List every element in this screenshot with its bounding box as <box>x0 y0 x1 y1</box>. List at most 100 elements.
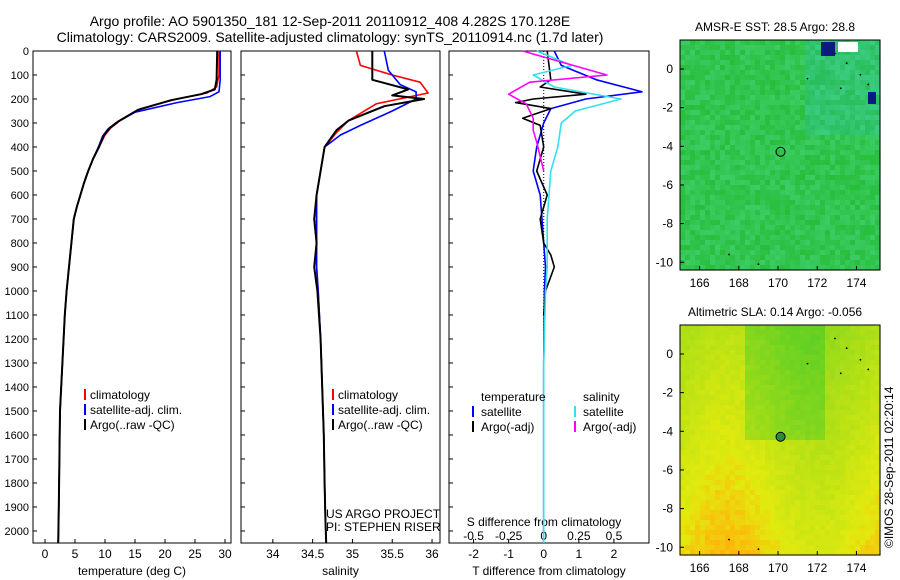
map-cell <box>695 240 701 246</box>
map-x-tick-label: 170 <box>768 276 788 290</box>
map-cell <box>715 235 721 241</box>
map-cell <box>690 525 696 531</box>
map-cell <box>850 540 856 546</box>
map-cell <box>730 105 736 111</box>
map-cell <box>690 385 696 391</box>
map-cell <box>800 390 806 396</box>
map-cell <box>685 135 691 141</box>
map-cell <box>855 445 861 451</box>
map-cell <box>800 525 806 531</box>
map-cell <box>805 55 811 61</box>
map-cell <box>780 460 786 466</box>
map-cell <box>785 150 791 156</box>
map-cell <box>850 410 856 416</box>
map-cell <box>870 235 876 241</box>
map-cell <box>855 55 861 61</box>
map-cell <box>795 475 801 481</box>
map-cell <box>785 460 791 466</box>
map-cell <box>795 240 801 246</box>
map-cell <box>775 545 781 551</box>
map-cell <box>770 365 776 371</box>
map-cell <box>850 365 856 371</box>
map-cell <box>815 175 821 181</box>
map-cell <box>810 505 816 511</box>
map-cell <box>810 400 816 406</box>
map-cell <box>720 190 726 196</box>
map-cell <box>855 470 861 476</box>
map-cell <box>835 380 841 386</box>
map-cell <box>850 475 856 481</box>
map-cell <box>695 85 701 91</box>
map-cell <box>780 530 786 536</box>
map-cell <box>680 520 686 526</box>
map-cell <box>730 495 736 501</box>
map-cell <box>705 500 711 506</box>
map-cell <box>710 140 716 146</box>
map-cell <box>860 65 866 71</box>
map-cell <box>740 225 746 231</box>
map-cell <box>820 90 826 96</box>
map-cell <box>690 520 696 526</box>
map-cell <box>695 175 701 181</box>
map-cell <box>875 100 881 106</box>
map-cell <box>735 230 741 236</box>
map-cell <box>740 510 746 516</box>
map-cell <box>850 355 856 361</box>
map-cell <box>715 525 721 531</box>
map-cell <box>835 415 841 421</box>
map-cell <box>680 435 686 441</box>
map-cell <box>870 465 876 471</box>
map-cell <box>850 50 856 56</box>
map-cell <box>735 510 741 516</box>
map-cell <box>825 130 831 136</box>
map-cell <box>850 345 856 351</box>
map-cell <box>690 425 696 431</box>
map-cell <box>810 55 816 61</box>
map-cell <box>685 155 691 161</box>
map-cell <box>755 40 761 46</box>
map-cell <box>685 480 691 486</box>
map-cell <box>870 230 876 236</box>
map-cell <box>835 465 841 471</box>
map-cell <box>700 325 706 331</box>
map-cell <box>800 490 806 496</box>
map-cell <box>865 480 871 486</box>
map-cell <box>775 325 781 331</box>
map-cell <box>695 255 701 261</box>
map-cell <box>790 365 796 371</box>
map-cell <box>725 220 731 226</box>
map-cell <box>845 175 851 181</box>
map-cell <box>845 220 851 226</box>
map-cell <box>730 340 736 346</box>
map-cell <box>785 245 791 251</box>
map-cell <box>770 455 776 461</box>
map-cell <box>845 545 851 551</box>
map-cell <box>840 355 846 361</box>
map-cell <box>690 420 696 426</box>
coastline-dot <box>845 62 848 65</box>
map-cell <box>850 420 856 426</box>
map-cell <box>775 40 781 46</box>
map-cell <box>685 415 691 421</box>
map-cell <box>790 450 796 456</box>
map-cell <box>840 100 846 106</box>
map-cell <box>750 455 756 461</box>
map-cell <box>790 490 796 496</box>
map-cell <box>780 345 786 351</box>
map-cell <box>730 400 736 406</box>
map-cell <box>800 190 806 196</box>
map-cell <box>735 375 741 381</box>
map-cell <box>850 265 856 271</box>
map-cell <box>740 105 746 111</box>
map-cell <box>825 550 831 556</box>
map-cell <box>805 170 811 176</box>
map-cell <box>750 385 756 391</box>
map-cell <box>795 110 801 116</box>
map-cell <box>805 325 811 331</box>
map-cell <box>745 260 751 266</box>
map-cell <box>705 260 711 266</box>
map-cell <box>825 55 831 61</box>
map-cell <box>820 390 826 396</box>
map-cell <box>820 515 826 521</box>
map-cell <box>690 130 696 136</box>
